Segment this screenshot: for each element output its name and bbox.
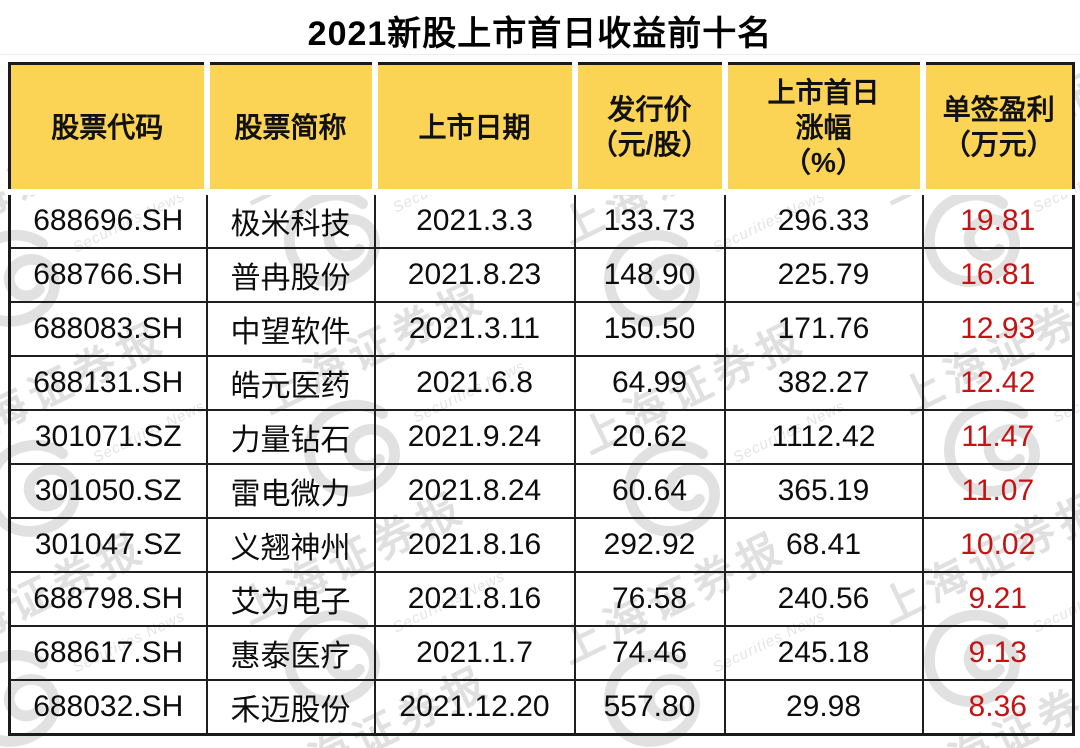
issue-price-cell: 76.58 — [573, 571, 726, 627]
profit-per-lot-cell: 19.81 — [921, 192, 1075, 249]
stock-name-cell: 中望软件 — [205, 301, 376, 357]
listing-date-cell: 2021.8.16 — [373, 571, 576, 627]
stock-code-cell: 688696.SH — [8, 192, 208, 249]
table-row: 688696.SH 极米科技 2021.3.3 133.73 296.33 19… — [8, 192, 1075, 249]
listing-date-cell: 2021.8.24 — [373, 463, 576, 519]
header-issue-price: 发行价 （元/股） — [571, 63, 725, 195]
stock-code-cell: 301050.SZ — [8, 463, 208, 519]
issue-price-cell: 60.64 — [573, 463, 726, 519]
stock-name-cell: 雷电微力 — [205, 463, 376, 519]
stock-code-cell: 301047.SZ — [8, 517, 208, 573]
header-first-day-gain: 上市首日 涨幅 （%） — [721, 63, 923, 195]
issue-price-cell: 64.99 — [573, 355, 726, 411]
first-day-gain-cell: 240.56 — [723, 571, 924, 627]
profit-per-lot-cell: 16.81 — [921, 247, 1075, 303]
stock-code-cell: 688617.SH — [8, 625, 208, 681]
table-body: 688696.SH 极米科技 2021.3.3 133.73 296.33 19… — [8, 192, 1075, 736]
issue-price-cell: 557.80 — [573, 679, 726, 736]
stock-name-cell: 惠泰医疗 — [205, 625, 376, 681]
table-row: 301047.SZ 义翘神州 2021.8.16 292.92 68.41 10… — [8, 517, 1075, 573]
stock-name-cell: 极米科技 — [205, 192, 376, 249]
profit-per-lot-cell: 12.93 — [921, 301, 1075, 357]
first-day-gain-cell: 29.98 — [723, 679, 924, 736]
table-row: 301071.SZ 力量钻石 2021.9.24 20.62 1112.42 1… — [8, 409, 1075, 465]
table-row: 688617.SH 惠泰医疗 2021.1.7 74.46 245.18 9.1… — [8, 625, 1075, 681]
stock-code-cell: 688083.SH — [8, 301, 208, 357]
issue-price-cell: 150.50 — [573, 301, 726, 357]
stock-code-cell: 688766.SH — [8, 247, 208, 303]
first-day-gain-cell: 1112.42 — [723, 409, 924, 465]
listing-date-cell: 2021.3.3 — [373, 192, 576, 249]
header-stock-code: 股票代码 — [9, 63, 207, 195]
header-row: 股票代码 股票简称 上市日期 发行价 （元/股） 上市首日 涨幅 （%） 单签盈… — [9, 63, 1074, 195]
profit-per-lot-cell: 9.21 — [921, 571, 1075, 627]
header-profit-per-lot: 单签盈利 （万元） — [919, 63, 1074, 195]
title-divider-line — [0, 54, 1080, 55]
issue-price-cell: 292.92 — [573, 517, 726, 573]
stock-name-cell: 义翘神州 — [205, 517, 376, 573]
listing-date-cell: 2021.6.8 — [373, 355, 576, 411]
first-day-gain-cell: 171.76 — [723, 301, 924, 357]
header-listing-date: 上市日期 — [371, 63, 575, 195]
stock-name-cell: 力量钻石 — [205, 409, 376, 465]
table-row: 688083.SH 中望软件 2021.3.11 150.50 171.76 1… — [8, 301, 1075, 357]
first-day-gain-cell: 245.18 — [723, 625, 924, 681]
listing-date-cell: 2021.12.20 — [373, 679, 576, 736]
listing-date-cell: 2021.3.11 — [373, 301, 576, 357]
stock-code-cell: 301071.SZ — [8, 409, 208, 465]
listing-date-cell: 2021.9.24 — [373, 409, 576, 465]
first-day-gain-cell: 296.33 — [723, 192, 924, 249]
listing-date-cell: 2021.1.7 — [373, 625, 576, 681]
issue-price-cell: 148.90 — [573, 247, 726, 303]
table-row: 688798.SH 艾为电子 2021.8.16 76.58 240.56 9.… — [8, 571, 1075, 627]
stock-name-cell: 普冉股份 — [205, 247, 376, 303]
issue-price-cell: 133.73 — [573, 192, 726, 249]
first-day-gain-cell: 382.27 — [723, 355, 924, 411]
stock-code-cell: 688798.SH — [8, 571, 208, 627]
stock-name-cell: 艾为电子 — [205, 571, 376, 627]
first-day-gain-cell: 225.79 — [723, 247, 924, 303]
stock-code-cell: 688032.SH — [8, 679, 208, 736]
profit-per-lot-cell: 10.02 — [921, 517, 1075, 573]
listing-date-cell: 2021.8.16 — [373, 517, 576, 573]
profit-per-lot-cell: 11.47 — [921, 409, 1075, 465]
first-day-gain-cell: 68.41 — [723, 517, 924, 573]
first-day-gain-cell: 365.19 — [723, 463, 924, 519]
table-header: 股票代码 股票简称 上市日期 发行价 （元/股） 上市首日 涨幅 （%） 单签盈… — [9, 63, 1074, 195]
issue-price-cell: 74.46 — [573, 625, 726, 681]
top10-ipo-table: 股票代码 股票简称 上市日期 发行价 （元/股） 上市首日 涨幅 （%） 单签盈… — [8, 62, 1075, 736]
table-row: 688131.SH 皓元医药 2021.6.8 64.99 382.27 12.… — [8, 355, 1075, 411]
stock-code-cell: 688131.SH — [8, 355, 208, 411]
profit-per-lot-cell: 8.36 — [921, 679, 1075, 736]
stock-name-cell: 禾迈股份 — [205, 679, 376, 736]
profit-per-lot-cell: 9.13 — [921, 625, 1075, 681]
issue-price-cell: 20.62 — [573, 409, 726, 465]
profit-per-lot-cell: 12.42 — [921, 355, 1075, 411]
table-row: 688766.SH 普冉股份 2021.8.23 148.90 225.79 1… — [8, 247, 1075, 303]
page-title: 2021新股上市首日收益前十名 — [307, 15, 773, 53]
listing-date-cell: 2021.8.23 — [373, 247, 576, 303]
table-row: 688032.SH 禾迈股份 2021.12.20 557.80 29.98 8… — [8, 679, 1075, 736]
stock-name-cell: 皓元医药 — [205, 355, 376, 411]
header-stock-name: 股票简称 — [203, 63, 375, 195]
profit-per-lot-cell: 11.07 — [921, 463, 1075, 519]
table-row: 301050.SZ 雷电微力 2021.8.24 60.64 365.19 11… — [8, 463, 1075, 519]
